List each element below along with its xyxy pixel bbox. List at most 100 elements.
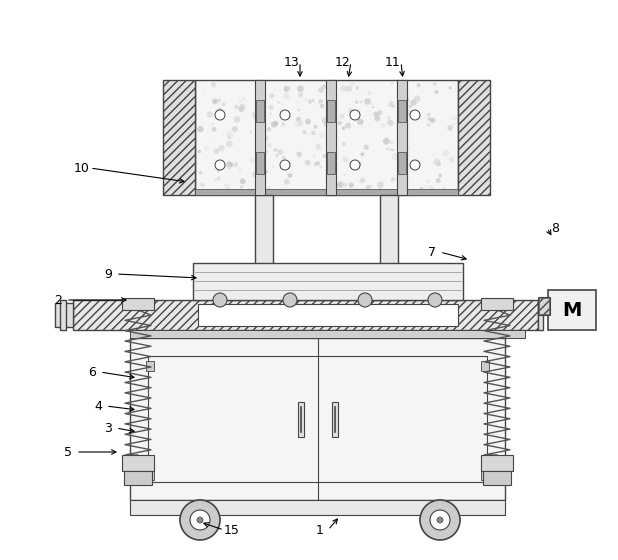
Bar [256, 152, 264, 174]
Circle shape [204, 145, 210, 151]
Circle shape [424, 185, 426, 187]
Circle shape [213, 148, 219, 154]
Text: 7: 7 [428, 245, 436, 259]
Circle shape [257, 163, 262, 167]
Circle shape [437, 517, 443, 523]
Bar [481, 455, 513, 471]
Circle shape [352, 162, 355, 165]
Text: 15: 15 [224, 524, 240, 536]
Circle shape [320, 166, 322, 169]
Circle shape [271, 122, 277, 128]
Circle shape [388, 102, 392, 107]
Circle shape [280, 110, 290, 120]
Circle shape [268, 187, 270, 189]
Circle shape [269, 105, 274, 110]
Circle shape [428, 185, 434, 192]
Circle shape [366, 185, 371, 190]
Circle shape [391, 177, 395, 181]
Bar [73, 300, 538, 330]
Circle shape [426, 123, 431, 127]
Circle shape [213, 293, 227, 307]
Circle shape [240, 179, 245, 184]
Circle shape [391, 104, 394, 108]
Circle shape [343, 183, 347, 187]
Circle shape [433, 158, 439, 165]
Bar [122, 298, 154, 310]
Circle shape [263, 136, 268, 141]
Circle shape [305, 99, 307, 101]
Circle shape [312, 153, 316, 157]
Circle shape [433, 82, 436, 86]
Circle shape [218, 145, 225, 151]
Circle shape [391, 149, 394, 152]
Circle shape [350, 81, 355, 86]
Circle shape [406, 109, 408, 111]
Circle shape [353, 189, 357, 193]
Circle shape [322, 85, 326, 89]
Circle shape [405, 97, 410, 102]
Circle shape [392, 153, 399, 160]
Circle shape [370, 184, 373, 187]
Circle shape [240, 104, 245, 109]
Circle shape [341, 85, 347, 92]
Circle shape [234, 116, 240, 123]
Circle shape [263, 118, 266, 122]
Circle shape [250, 131, 252, 134]
Circle shape [242, 97, 245, 100]
Circle shape [321, 189, 326, 194]
Circle shape [329, 90, 334, 94]
Circle shape [346, 86, 352, 92]
Circle shape [449, 157, 454, 162]
Text: 3: 3 [104, 422, 112, 435]
Circle shape [240, 185, 243, 188]
Circle shape [404, 104, 408, 109]
Circle shape [330, 114, 334, 119]
Circle shape [349, 109, 354, 114]
Circle shape [405, 145, 410, 149]
Circle shape [267, 127, 271, 132]
Circle shape [252, 111, 258, 118]
Bar [458, 80, 490, 195]
Circle shape [284, 93, 290, 99]
Circle shape [180, 500, 220, 540]
Bar [326, 80, 336, 195]
Circle shape [252, 172, 258, 178]
Circle shape [320, 104, 324, 108]
Bar [538, 300, 543, 330]
Circle shape [234, 105, 239, 109]
Circle shape [316, 161, 320, 166]
Circle shape [302, 130, 307, 134]
Circle shape [297, 109, 300, 111]
Circle shape [282, 156, 286, 160]
Text: 9: 9 [104, 268, 112, 281]
Circle shape [197, 126, 203, 132]
Circle shape [360, 100, 363, 104]
Circle shape [373, 111, 379, 117]
Circle shape [211, 82, 216, 87]
Bar [163, 80, 195, 195]
Bar [146, 361, 154, 371]
Circle shape [436, 178, 441, 183]
Text: 4: 4 [94, 399, 102, 413]
Circle shape [277, 101, 279, 104]
Circle shape [235, 162, 238, 165]
Circle shape [321, 116, 329, 124]
Circle shape [430, 510, 450, 530]
Circle shape [342, 127, 345, 130]
Bar [124, 471, 152, 485]
Bar [256, 100, 264, 122]
Circle shape [229, 163, 234, 167]
Circle shape [318, 87, 324, 93]
Circle shape [377, 181, 384, 188]
Circle shape [298, 92, 303, 97]
Circle shape [434, 90, 439, 94]
Bar [193, 263, 463, 300]
Circle shape [305, 119, 311, 124]
Circle shape [387, 120, 394, 126]
Bar [60, 300, 66, 330]
Circle shape [375, 116, 380, 122]
Circle shape [426, 113, 431, 116]
Circle shape [337, 121, 342, 125]
Circle shape [355, 115, 360, 120]
Circle shape [334, 134, 338, 138]
